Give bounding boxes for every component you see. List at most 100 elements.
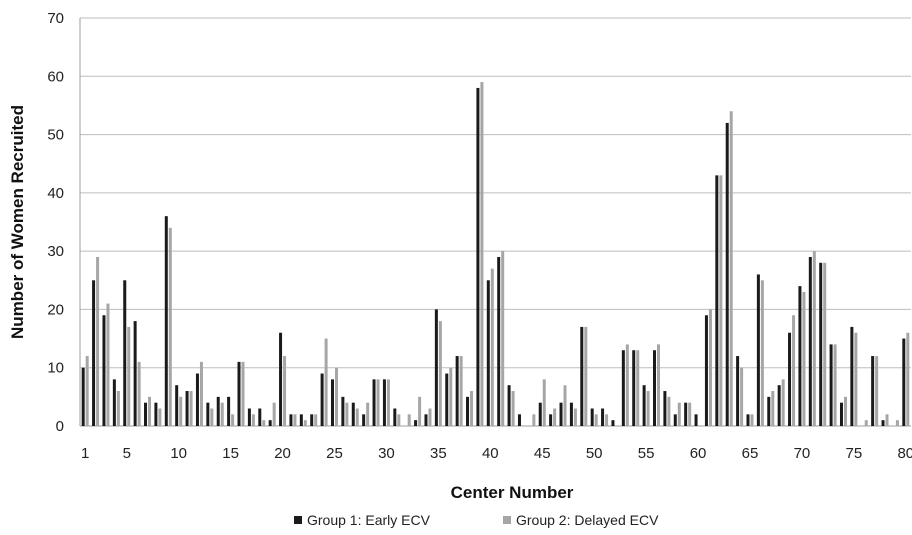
x-tick-label: 70	[794, 445, 811, 462]
y-tick-label: 30	[47, 243, 64, 260]
bar-group1-center-9	[164, 216, 168, 426]
bar-group1-center-6	[133, 321, 137, 426]
bar-group1-center-52	[611, 420, 615, 426]
bar-group2-center-8	[158, 408, 162, 426]
bar-group2-center-37	[459, 356, 463, 426]
bar-group2-center-62	[719, 175, 723, 426]
bars	[81, 82, 910, 427]
bar-group2-center-69	[792, 315, 796, 426]
bar-group2-center-41	[501, 251, 505, 426]
bar-group1-center-11	[185, 391, 189, 426]
bar-group1-center-28	[362, 414, 366, 426]
bar-group1-center-50	[590, 408, 594, 426]
bar-group2-center-20	[283, 356, 287, 426]
bar-group1-center-36	[445, 373, 449, 426]
legend-label-group2: Group 2: Delayed ECV	[516, 512, 659, 528]
bar-group2-center-26	[345, 402, 349, 426]
bar-group1-center-47	[559, 402, 563, 426]
bar-group1-center-59	[684, 402, 688, 426]
x-tick-label: 30	[378, 445, 395, 462]
bar-group2-center-10	[179, 396, 183, 426]
bar-group2-center-6	[137, 361, 141, 426]
bar-group2-center-68	[781, 379, 785, 426]
bar-group1-center-3	[102, 315, 106, 426]
bar-group1-center-58	[673, 414, 677, 426]
x-tick-label: 20	[274, 445, 291, 462]
bar-group2-center-19	[272, 402, 276, 426]
bar-group1-center-45	[538, 402, 542, 426]
bar-group2-center-79	[895, 420, 899, 426]
bar-group2-center-33	[418, 396, 422, 426]
bar-group1-center-22	[299, 414, 303, 426]
bar-group1-center-2	[92, 280, 96, 426]
bar-group1-center-54	[632, 350, 636, 426]
bar-group2-center-75	[854, 332, 858, 426]
legend: Group 1: Early ECV Group 2: Delayed ECV	[294, 512, 659, 528]
bar-group1-center-48	[569, 402, 573, 426]
bar-group2-center-24	[324, 338, 328, 426]
bar-group2-center-9	[168, 227, 172, 426]
y-tick-label: 0	[56, 418, 64, 435]
bar-group1-center-69	[788, 332, 792, 426]
bar-group2-center-21	[293, 414, 297, 426]
bar-group2-center-38	[470, 391, 474, 426]
bar-group1-center-39	[476, 87, 480, 426]
bar-group1-center-33	[414, 420, 418, 426]
bar-group1-center-77	[871, 356, 875, 426]
bar-group1-center-65	[746, 414, 750, 426]
y-tick-label: 60	[47, 68, 64, 85]
bar-group1-center-5	[123, 280, 127, 426]
bar-group1-center-72	[819, 262, 823, 426]
bar-group1-center-20	[279, 332, 283, 426]
bar-group1-center-38	[466, 396, 470, 426]
bar-group1-center-53	[621, 350, 625, 426]
x-tick-label: 5	[123, 445, 131, 462]
bar-group2-center-1	[85, 356, 89, 426]
bar-group2-center-34	[428, 408, 432, 426]
bar-group1-center-29	[372, 379, 376, 426]
bar-group1-center-43	[517, 414, 521, 426]
bar-group1-center-68	[777, 385, 781, 426]
bar-group1-center-63	[725, 122, 729, 427]
bar-group1-center-13	[206, 402, 210, 426]
bar-group1-center-8	[154, 402, 158, 426]
bar-group1-center-42	[507, 385, 511, 426]
bar-group2-center-4	[116, 391, 120, 426]
bar-group2-center-2	[96, 256, 100, 426]
bar-group1-center-4	[112, 379, 116, 426]
bar-group1-center-64	[736, 356, 740, 426]
bar-group1-center-61	[704, 315, 708, 426]
bar-group1-center-80	[902, 338, 906, 426]
bar-group2-center-80	[906, 332, 910, 426]
bar-group2-center-65	[750, 414, 754, 426]
bar-group1-center-15	[227, 396, 231, 426]
x-tick-label: 40	[482, 445, 499, 462]
bar-group2-center-59	[688, 402, 692, 426]
bar-group2-center-5	[127, 326, 131, 426]
bar-group2-center-45	[542, 379, 546, 426]
bar-group1-center-46	[549, 414, 553, 426]
bar-group1-center-57	[663, 391, 667, 426]
axes	[79, 18, 911, 427]
x-tick-label: 15	[222, 445, 239, 462]
bar-group2-center-14	[220, 402, 224, 426]
bar-group1-center-78	[881, 420, 885, 426]
bar-group2-center-49	[584, 326, 588, 426]
bar-group2-center-15	[231, 414, 235, 426]
bar-group1-center-75	[850, 326, 854, 426]
bar-group2-center-64	[740, 367, 744, 426]
bar-group1-center-21	[289, 414, 293, 426]
bar-group2-center-40	[490, 268, 494, 426]
x-tick-label: 1	[81, 445, 89, 462]
y-tick-label: 70	[47, 10, 64, 27]
bar-group1-center-66	[756, 274, 760, 426]
bar-group2-center-72	[823, 262, 827, 426]
bar-group1-center-12	[195, 373, 199, 426]
y-tick-label: 10	[47, 360, 64, 377]
bar-group2-center-7	[148, 396, 152, 426]
bar-group1-center-56	[653, 350, 657, 426]
bar-group2-center-27	[355, 408, 359, 426]
bar-group2-center-56	[657, 344, 661, 426]
bar-group1-center-30	[382, 379, 386, 426]
